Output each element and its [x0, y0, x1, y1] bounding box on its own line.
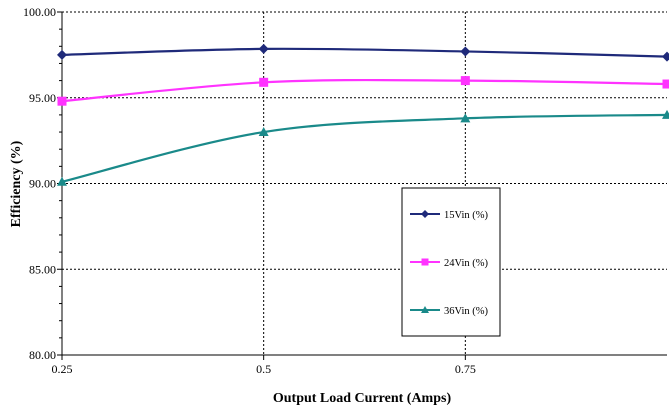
series-2 — [57, 76, 669, 106]
legend-item: 15Vin (%) — [410, 210, 488, 221]
data-point — [460, 113, 471, 123]
data-point — [460, 46, 471, 57]
axes — [57, 11, 667, 360]
y-tick-label: 85.00 — [29, 262, 56, 276]
x-tick-labels: 0.25 0.5 0.75 — [52, 362, 476, 376]
x-tick-label: 0.5 — [256, 362, 271, 376]
data-point — [57, 96, 67, 106]
x-tick-label: 0.25 — [52, 362, 73, 376]
legend-label: 15Vin (%) — [444, 210, 488, 221]
series-group — [57, 43, 669, 186]
series-1 — [57, 43, 669, 62]
legend-item: 24Vin (%) — [410, 258, 488, 269]
data-point — [662, 109, 669, 119]
x-axis-title: Output Load Current (Amps) — [273, 391, 452, 406]
data-point — [662, 79, 669, 89]
data-point — [662, 51, 669, 62]
legend-item: 36Vin (%) — [410, 306, 488, 317]
series-3 — [57, 109, 669, 186]
legend-swatch-marker — [421, 258, 429, 266]
data-point — [57, 49, 67, 60]
legend-label: 24Vin (%) — [444, 258, 488, 269]
gridlines — [62, 11, 667, 355]
y-tick-label: 95.00 — [29, 91, 56, 105]
data-point — [259, 77, 269, 87]
legend-swatch-marker — [421, 210, 429, 218]
y-tick-labels: 80.00 85.00 90.00 95.00 100.00 — [23, 5, 56, 362]
y-tick-label: 100.00 — [23, 5, 56, 19]
y-tick-label: 80.00 — [29, 348, 56, 362]
data-point — [460, 76, 470, 86]
y-axis-title: Efficiency (%) — [9, 140, 24, 227]
data-point — [57, 176, 67, 186]
data-point — [258, 43, 269, 54]
series-line — [61, 78, 668, 103]
legend-swatch-marker — [421, 306, 429, 313]
data-point — [258, 127, 269, 137]
y-tick-label: 90.00 — [29, 177, 56, 191]
series-line — [61, 113, 668, 183]
x-tick-label: 0.75 — [455, 362, 476, 376]
legend-label: 36Vin (%) — [444, 306, 488, 317]
legend: 15Vin (%) 24Vin (%) 36Vin (%) — [401, 187, 501, 337]
series-line — [61, 47, 668, 58]
